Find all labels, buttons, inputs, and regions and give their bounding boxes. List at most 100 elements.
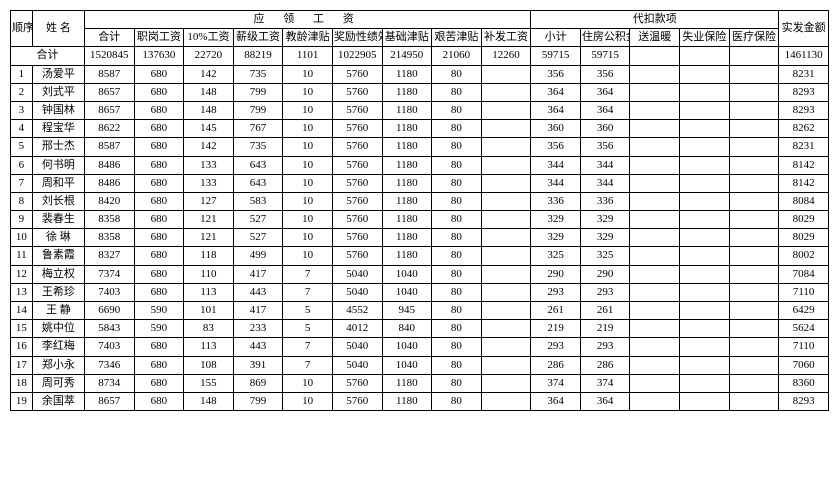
col-heji: 合计 [84,29,134,47]
cell-shiyebx [680,156,730,174]
cell-jiaoling: 10 [283,211,333,229]
cell-jichu: 1180 [382,101,432,119]
table-body: 合计 1520845 137630 22720 88219 1101 10229… [11,47,829,411]
cell-pct10: 145 [184,120,234,138]
cell-jiaoling: 7 [283,356,333,374]
cell-songnuan [630,174,680,192]
cell-shiyebx [680,101,730,119]
cell-bufa [481,283,531,301]
cell-jiaoling: 10 [283,83,333,101]
cell-xiaoji: 290 [531,265,581,283]
cell-jiaoling: 10 [283,101,333,119]
table-row: 14王 静669059010141754552945802612616429 [11,302,829,320]
cell-net: 7110 [779,283,829,301]
col-group-pay: 应 领 工 资 [84,11,530,29]
cell-name: 周可秀 [32,374,84,392]
tot-songnuan [630,47,680,65]
cell-jiangli: 5760 [332,211,382,229]
cell-net: 8360 [779,374,829,392]
cell-gongjijin: 286 [580,356,630,374]
cell-songnuan [630,229,680,247]
cell-name: 梅立权 [32,265,84,283]
cell-seq: 6 [11,156,33,174]
col-xiaoji: 小计 [531,29,581,47]
cell-jiaoling: 10 [283,120,333,138]
table-row: 6何书明84866801336431057601180803443448142 [11,156,829,174]
cell-net: 8293 [779,392,829,410]
tot-net: 1461130 [779,47,829,65]
cell-jianku: 80 [432,138,482,156]
cell-jiaoling: 7 [283,338,333,356]
cell-heji: 8358 [84,211,134,229]
cell-songnuan [630,156,680,174]
cell-jichu: 1040 [382,283,432,301]
cell-songnuan [630,392,680,410]
cell-xiaoji: 364 [531,392,581,410]
cell-seq: 5 [11,138,33,156]
col-bufa: 补发工资 [481,29,531,47]
totals-row: 合计 1520845 137630 22720 88219 1101 10229… [11,47,829,65]
col-yiliaobx: 医疗保险 [729,29,779,47]
cell-songnuan [630,283,680,301]
cell-jiangli: 5760 [332,392,382,410]
cell-xinji: 767 [233,120,283,138]
cell-name: 汤爱平 [32,65,84,83]
cell-jiangli: 5760 [332,192,382,210]
cell-xinji: 391 [233,356,283,374]
cell-jiaoling: 10 [283,374,333,392]
cell-jichu: 1180 [382,392,432,410]
cell-seq: 2 [11,83,33,101]
tot-jianku: 21060 [432,47,482,65]
cell-shiyebx [680,192,730,210]
cell-zhigang: 590 [134,302,184,320]
tot-bufa: 12260 [481,47,531,65]
cell-jiangli: 4012 [332,320,382,338]
cell-yiliaobx [729,229,779,247]
cell-seq: 1 [11,65,33,83]
cell-jianku: 80 [432,156,482,174]
cell-yiliaobx [729,302,779,320]
cell-jichu: 1180 [382,138,432,156]
col-zhigang: 职岗工资 [134,29,184,47]
tot-pct10: 22720 [184,47,234,65]
cell-shiyebx [680,120,730,138]
cell-songnuan [630,83,680,101]
cell-jianku: 80 [432,338,482,356]
cell-jiangli: 5760 [332,374,382,392]
cell-shiyebx [680,392,730,410]
cell-songnuan [630,302,680,320]
cell-pct10: 101 [184,302,234,320]
cell-name: 程宝华 [32,120,84,138]
cell-yiliaobx [729,356,779,374]
cell-zhigang: 680 [134,65,184,83]
cell-jiangli: 5040 [332,356,382,374]
cell-bufa [481,211,531,229]
cell-songnuan [630,211,680,229]
cell-shiyebx [680,338,730,356]
cell-yiliaobx [729,392,779,410]
cell-yiliaobx [729,374,779,392]
tot-heji: 1520845 [84,47,134,65]
cell-heji: 7374 [84,265,134,283]
cell-net: 8262 [779,120,829,138]
cell-shiyebx [680,247,730,265]
cell-xinji: 527 [233,229,283,247]
cell-zhigang: 680 [134,338,184,356]
payroll-table: 顺序号 姓 名 应 领 工 资 代扣款项 实发金额 合计 职岗工资 10%工资 … [10,10,829,411]
cell-xiaoji: 293 [531,338,581,356]
cell-heji: 7403 [84,338,134,356]
col-name: 姓 名 [32,11,84,47]
cell-bufa [481,265,531,283]
cell-seq: 11 [11,247,33,265]
cell-pct10: 148 [184,392,234,410]
cell-jiangli: 5760 [332,138,382,156]
cell-heji: 7346 [84,356,134,374]
cell-xiaoji: 356 [531,65,581,83]
cell-heji: 8657 [84,83,134,101]
cell-pct10: 83 [184,320,234,338]
cell-bufa [481,356,531,374]
cell-jiangli: 5760 [332,83,382,101]
cell-xinji: 735 [233,65,283,83]
table-row: 8刘长根84206801275831057601180803363368084 [11,192,829,210]
table-row: 5邢士杰85876801427351057601180803563568231 [11,138,829,156]
